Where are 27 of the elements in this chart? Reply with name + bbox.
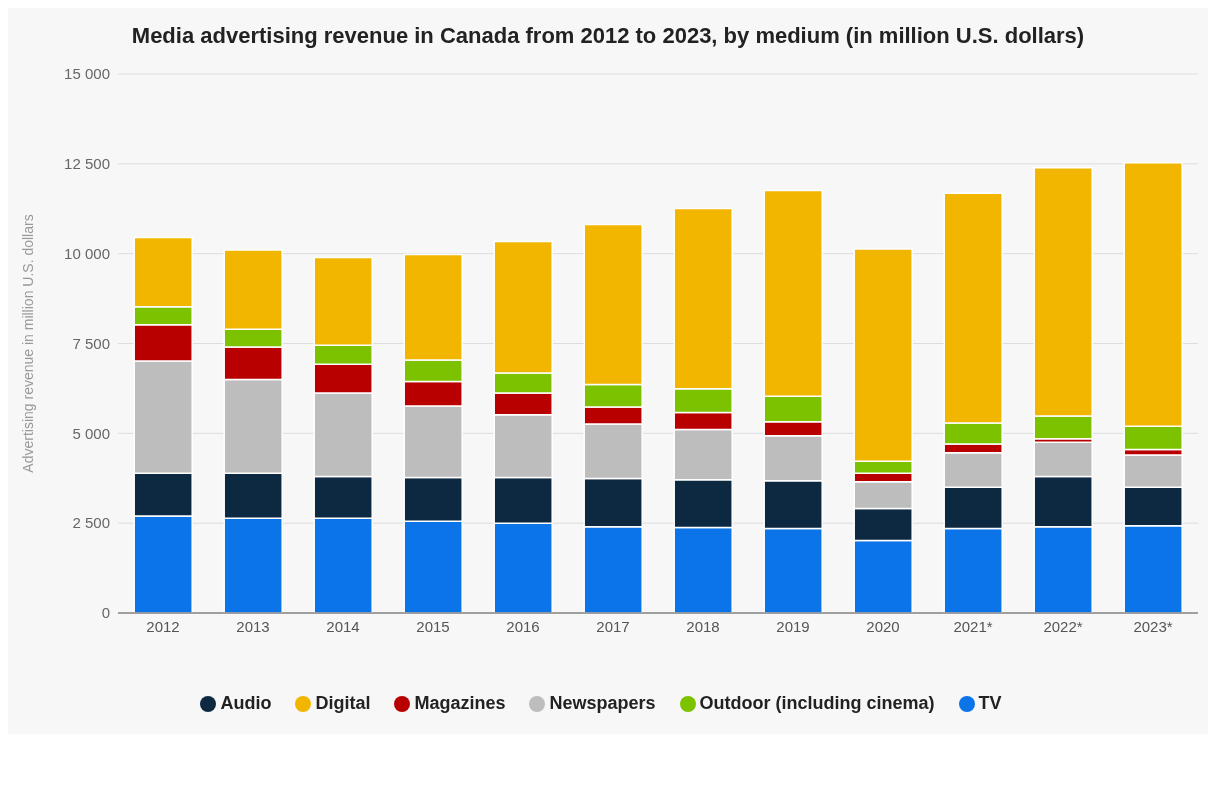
y-tick-label: 7 500	[72, 334, 110, 352]
x-tick-label: 2014	[326, 617, 360, 635]
x-tick-label: 2020	[866, 617, 900, 635]
x-tick-label: 2015	[416, 617, 450, 635]
y-tick-label: 5 000	[72, 424, 110, 442]
y-tick-label: 0	[101, 604, 110, 622]
legend-label: Newspapers	[549, 693, 656, 713]
legend-label: Audio	[220, 693, 272, 713]
y-tick-label: 10 000	[64, 244, 110, 262]
x-tick-label: 2018	[686, 617, 720, 635]
legend-label: Digital	[315, 693, 371, 713]
x-tick-label: 2012	[146, 617, 180, 635]
legend-label: Outdoor (including cinema)	[699, 693, 935, 713]
legend-label: Magazines	[414, 693, 506, 713]
y-tick-label: 15 000	[64, 65, 110, 83]
x-tick-label: 2017	[596, 617, 630, 635]
legend-label: TV	[978, 693, 1002, 713]
chart-title: Media advertising revenue in Canada from 2012 to 2023, by medium (in million U.S. dollars)	[130, 22, 1086, 50]
x-tick-label: 2013	[236, 617, 270, 635]
x-tick-label: 2021*	[953, 617, 993, 635]
y-axis-title: Advertising revenue in million U.S. dollars	[19, 214, 36, 473]
y-tick-label: 2 500	[72, 514, 110, 532]
x-tick-label: 2016	[506, 617, 540, 635]
x-tick-label: 2023*	[1133, 617, 1173, 635]
x-tick-label: 2019	[776, 617, 810, 635]
y-tick-label: 12 500	[64, 155, 110, 173]
x-tick-label: 2022*	[1043, 617, 1083, 635]
